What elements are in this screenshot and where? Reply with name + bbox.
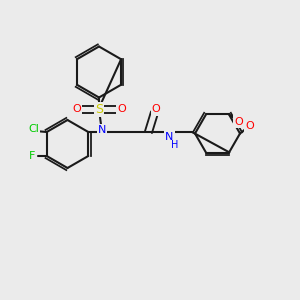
- Text: N: N: [98, 125, 106, 136]
- Text: O: O: [152, 104, 160, 115]
- Text: O: O: [117, 104, 126, 115]
- Text: Cl: Cl: [28, 124, 39, 134]
- Text: O: O: [72, 104, 81, 115]
- Text: O: O: [234, 116, 243, 127]
- Text: F: F: [29, 151, 35, 161]
- Text: N: N: [165, 131, 174, 142]
- Text: O: O: [245, 121, 254, 131]
- Text: H: H: [171, 140, 178, 149]
- Text: S: S: [95, 103, 103, 116]
